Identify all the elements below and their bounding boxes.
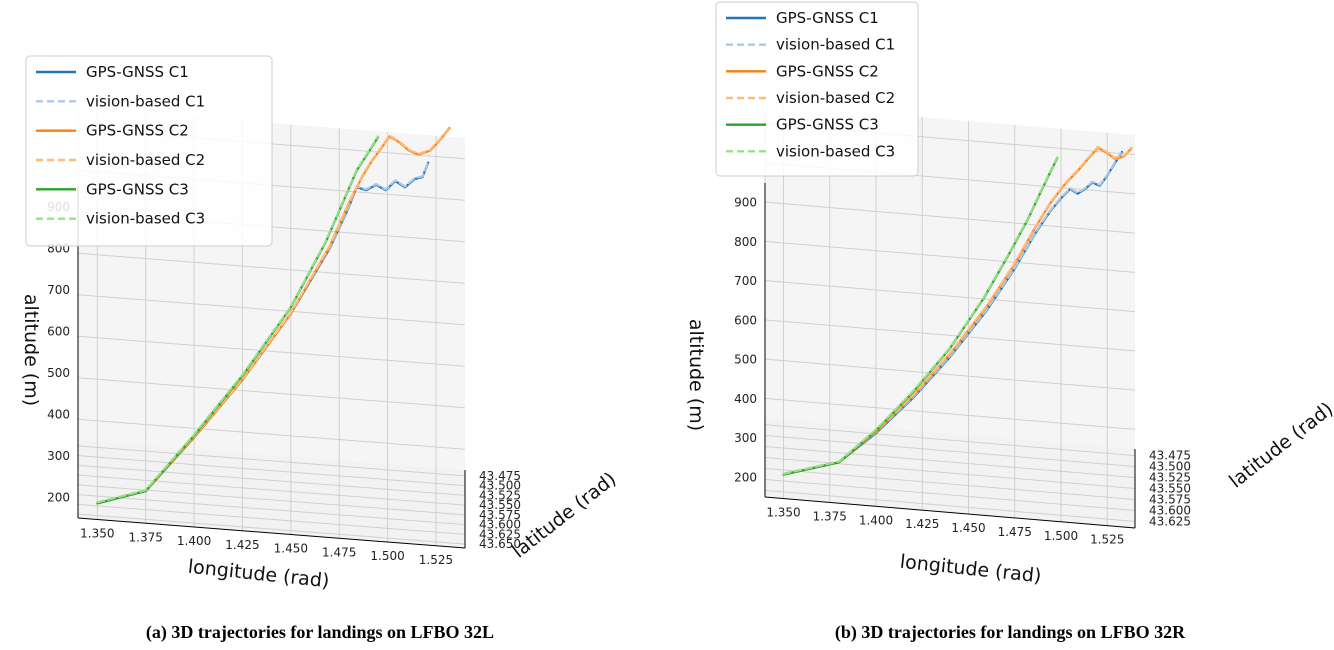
x-tick-label: 1.525 [419, 553, 453, 567]
x-tick-label: 1.375 [813, 509, 847, 523]
z-tick-label: 700 [47, 283, 70, 297]
x-tick-label: 1.500 [1044, 529, 1078, 543]
y-tick-label: 43.625 [479, 527, 521, 541]
y-tick-label: 43.475 [479, 469, 521, 483]
z-tick-label: 600 [47, 324, 70, 338]
x-axis-line [77, 517, 466, 549]
y-tick-label: 43.600 [1149, 503, 1191, 517]
x-tick-label: 1.400 [859, 513, 893, 527]
legend-entry: GPS-GNSS C2 [776, 62, 879, 80]
x-tick-label: 1.525 [1090, 533, 1124, 547]
legend-box [715, 1, 919, 177]
x-axis-label: longitude (rad) [899, 551, 1042, 588]
z-axis-label: altitude (m) [685, 319, 707, 431]
z-tick-label: 200 [734, 470, 757, 484]
gridline-y-floor [77, 464, 466, 496]
y-tick-label: 43.500 [479, 479, 521, 493]
legend-entry: GPS-GNSS C2 [86, 122, 189, 140]
y-tick-label: 43.525 [479, 488, 521, 502]
y-axis-label: latitude (rad) [508, 468, 620, 562]
z-axis-label: altitude (m) [20, 294, 42, 406]
z-tick-label: 300 [47, 449, 70, 463]
z-tick-label: 600 [734, 313, 757, 327]
z-tick-label: 300 [734, 431, 757, 445]
x-tick-label: 1.450 [274, 542, 308, 556]
x-tick-label: 1.350 [766, 506, 800, 520]
legend-entry: vision-based C2 [776, 89, 895, 107]
series-line-vision-based-c2 [96, 126, 451, 504]
y-tick-label: 43.600 [479, 518, 521, 532]
gridline-y-floor [764, 478, 1136, 511]
z-tick-label: 500 [734, 353, 757, 367]
legend-entry: vision-based C1 [776, 36, 895, 54]
y-tick-label: 43.575 [1149, 492, 1191, 506]
y-tick-label: 43.550 [479, 498, 521, 512]
figure-caption: (a) 3D trajectories for landings on LFBO… [146, 622, 494, 643]
y-tick-label: 43.475 [1149, 449, 1191, 463]
legend-entry: GPS-GNSS C1 [776, 9, 879, 27]
gridline-y-floor [764, 457, 1136, 489]
z-tick-label: 700 [734, 274, 757, 288]
y-tick-label: 43.550 [1149, 482, 1191, 496]
legend-entry: vision-based C1 [86, 92, 205, 110]
legend-entry: GPS-GNSS C3 [86, 180, 189, 198]
y-tick-label: 43.525 [1149, 471, 1191, 485]
x-tick-label: 1.425 [905, 517, 939, 531]
figure-caption: (b) 3D trajectories for landings on LFBO… [835, 622, 1186, 643]
floor-pane [78, 440, 465, 548]
x-tick-label: 1.500 [370, 549, 404, 563]
x-axis-label: longitude (rad) [187, 556, 330, 593]
z-tick-label: 200 [47, 490, 70, 504]
x-tick-label: 1.350 [80, 527, 114, 541]
gridline-y-floor [77, 474, 466, 506]
x-tick-label: 1.450 [951, 521, 985, 535]
z-tick-label: 500 [47, 366, 70, 380]
gridline-y-floor [764, 424, 1136, 457]
legend-entry: GPS-GNSS C3 [776, 116, 879, 134]
chart-panel-b: 1.350 1.375 1.400 1.425 1.450 1.475 1.500 1.525… [685, 1, 1334, 643]
gridline-y-floor [764, 489, 1136, 522]
gridline-y-floor [77, 455, 466, 487]
x-tick-label: 1.475 [998, 525, 1032, 539]
gridline-y-floor [77, 513, 466, 545]
gridline-y-floor [77, 494, 466, 526]
legend-entry: vision-based C3 [776, 142, 895, 160]
z-tick-label: 900 [734, 196, 757, 210]
x-axis-line [764, 496, 1136, 529]
legend-entry: vision-based C3 [86, 210, 205, 228]
y-axis-label: latitude (rad) [1225, 398, 1334, 492]
legend-box [25, 55, 273, 247]
x-tick-label: 1.475 [322, 545, 356, 559]
y-tick-label: 43.650 [479, 537, 521, 551]
gridline-y-floor [77, 445, 466, 477]
y-tick-label: 43.500 [1149, 460, 1191, 474]
legend-entry: vision-based C2 [86, 151, 205, 169]
x-tick-label: 1.400 [177, 534, 211, 548]
legend-entry: GPS-GNSS C1 [86, 63, 189, 81]
y-tick-label: 43.575 [479, 508, 521, 522]
x-tick-label: 1.425 [225, 538, 259, 552]
gridline-y-floor [764, 467, 1136, 500]
chart-panel-a: 1.350 1.375 1.400 1.425 1.450 1.475 1.500 1.525… [20, 55, 620, 643]
series-line-vision-based-c2 [782, 145, 1133, 475]
x-tick-label: 1.375 [129, 530, 163, 544]
y-tick-label: 43.625 [1149, 514, 1191, 528]
series-line-vision-based-c3 [96, 135, 379, 504]
gridline-y-floor [77, 503, 466, 535]
z-tick-label: 400 [734, 392, 757, 406]
gridline-y-floor [764, 446, 1136, 479]
gridline-y-floor [77, 484, 466, 516]
gridline-y-floor [764, 435, 1136, 468]
series-line-vision-based-c3 [782, 156, 1059, 475]
z-tick-label: 400 [47, 407, 70, 421]
z-tick-label: 800 [734, 235, 757, 249]
